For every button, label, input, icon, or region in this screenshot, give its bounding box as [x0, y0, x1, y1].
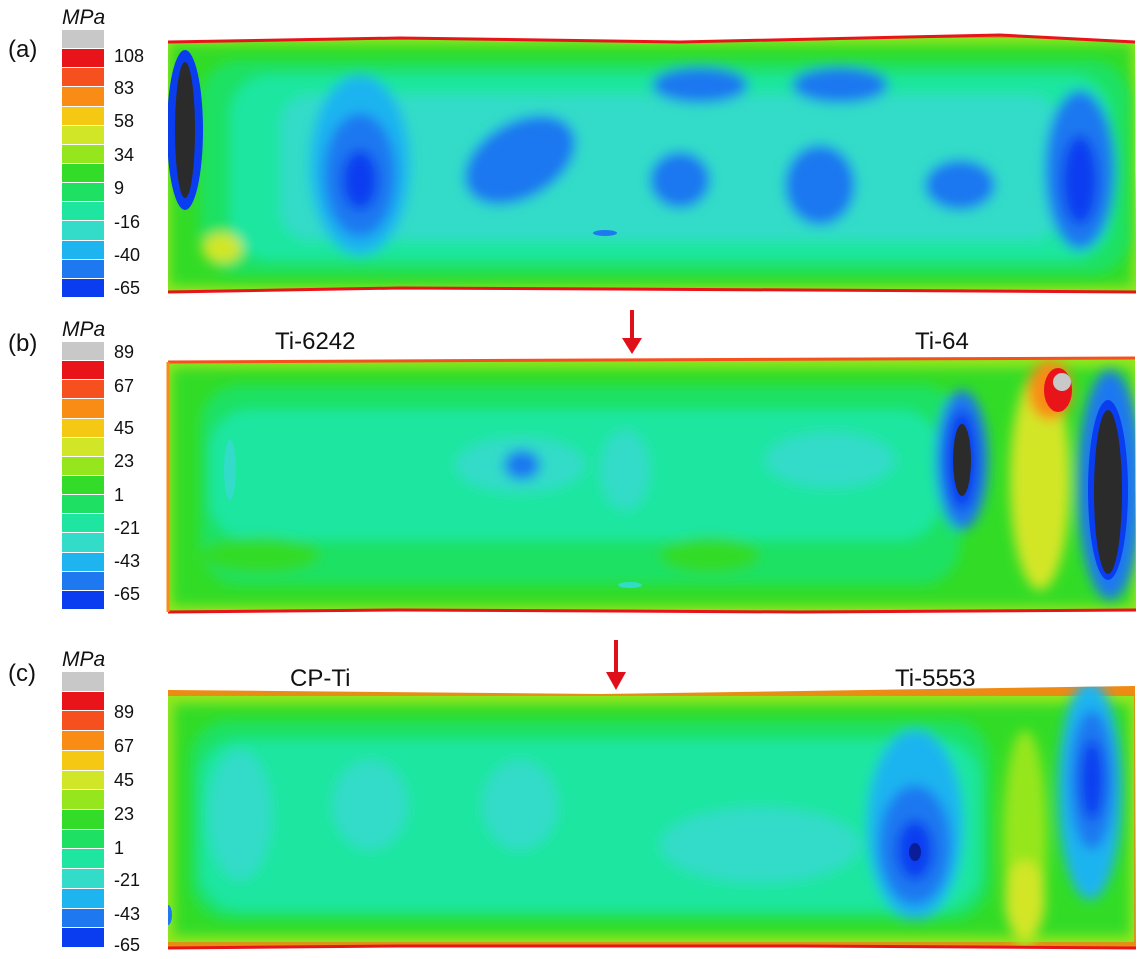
- colorbar-swatch: [62, 30, 104, 50]
- colorbar-tick: 34: [114, 145, 135, 165]
- panel-label: (c): [8, 660, 36, 687]
- colorbar-tick: 1: [114, 838, 125, 858]
- colorbar-tick: -40: [114, 245, 141, 265]
- colorbar-swatch: [62, 514, 104, 534]
- material-label-right: Ti-5553: [895, 665, 976, 692]
- colorbar-swatch: [62, 164, 104, 184]
- colorbar-swatch: [62, 790, 104, 810]
- colorbar-swatch: [62, 68, 104, 88]
- colorbar-swatch: [62, 437, 104, 457]
- colorbar-tick: 89: [114, 342, 135, 362]
- colorbar-tick: 45: [114, 770, 135, 790]
- unit-label: MPa: [62, 6, 106, 29]
- colorbar-swatch: [62, 87, 104, 107]
- colorbar-tick: 1: [114, 485, 125, 505]
- material-label-left: CP-Ti: [290, 665, 351, 692]
- colorbar-swatch: [62, 869, 104, 889]
- colorbar-swatch: [62, 849, 104, 870]
- colorbar-swatch: [62, 888, 104, 909]
- colorbar-swatch: [62, 476, 104, 496]
- colorbar-swatch: [62, 342, 104, 362]
- colorbar-swatch: [62, 810, 104, 830]
- colorbar-tick: 23: [114, 804, 135, 824]
- colorbar-swatch: [62, 221, 104, 241]
- colorbar-swatch: [62, 183, 104, 203]
- colorbar-swatch: [62, 418, 104, 438]
- colorbar-tick: -21: [114, 518, 141, 538]
- panel-label: (b): [8, 330, 38, 357]
- colorbar-swatch: [62, 552, 104, 572]
- colorbar-tick: 45: [114, 418, 135, 438]
- colorbar-tick: -65: [114, 935, 141, 955]
- stress-contour-map: [167, 686, 1137, 950]
- colorbar-swatch: [62, 928, 104, 948]
- colorbar-swatch: [62, 259, 104, 279]
- colorbar-tick: -43: [114, 551, 141, 571]
- colorbar: [62, 30, 104, 298]
- colorbar-swatch: [62, 672, 104, 692]
- colorbar-swatch: [62, 731, 104, 751]
- material-label-left: Ti-6242: [275, 328, 356, 355]
- colorbar-swatch: [62, 240, 104, 260]
- unit-label: MPa: [62, 318, 106, 341]
- panel-label: (a): [8, 36, 38, 63]
- colorbar-tick: 89: [114, 702, 135, 722]
- colorbar-swatch: [62, 278, 104, 298]
- colorbar-swatch: [62, 770, 104, 791]
- colorbar-swatch: [62, 691, 104, 712]
- colorbar-tick: -43: [114, 904, 141, 924]
- arrow-down-icon: [606, 640, 626, 690]
- stress-contour-map: [167, 33, 1137, 294]
- colorbar-swatch: [62, 106, 104, 126]
- colorbar-tick: 67: [114, 736, 135, 756]
- arrow-down-icon: [622, 310, 642, 354]
- colorbar-swatch: [62, 49, 104, 69]
- colorbar-swatch: [62, 908, 104, 929]
- colorbar-swatch: [62, 202, 104, 222]
- colorbar-swatch: [62, 750, 104, 771]
- stress-contour-map: [166, 356, 1137, 614]
- colorbar-swatch: [62, 399, 104, 419]
- colorbar-swatch: [62, 144, 104, 164]
- colorbar-tick: -16: [114, 212, 141, 232]
- colorbar-tick: 9: [114, 178, 125, 198]
- colorbar-tick: 58: [114, 111, 135, 131]
- colorbar-swatch: [62, 571, 104, 591]
- panel-c: (c) MPa 89 67 45 23 1 -21 -43 -65 CP-Ti …: [0, 640, 1137, 959]
- colorbar-swatch: [62, 456, 104, 476]
- colorbar-tick: -65: [114, 278, 141, 298]
- colorbar-swatch: [62, 125, 104, 145]
- panel-b: (b) MPa 89 67 45 23 1 -21 -43 -65 Ti-624…: [0, 310, 1137, 630]
- colorbar-swatch: [62, 829, 104, 850]
- colorbar-swatch: [62, 711, 104, 732]
- colorbar-swatch: [62, 380, 104, 400]
- colorbar-tick: 67: [114, 376, 135, 396]
- colorbar-swatch: [62, 495, 104, 515]
- unit-label: MPa: [62, 648, 106, 671]
- colorbar-tick: 83: [114, 78, 135, 98]
- colorbar-swatch: [62, 590, 104, 610]
- colorbar-tick: 108: [114, 46, 145, 66]
- colorbar: [62, 342, 104, 610]
- colorbar-tick: 23: [114, 451, 135, 471]
- colorbar: [62, 672, 104, 948]
- material-label-right: Ti-64: [915, 328, 969, 355]
- colorbar-tick: -21: [114, 870, 141, 890]
- colorbar-tick: -65: [114, 584, 141, 604]
- colorbar-swatch: [62, 533, 104, 553]
- panel-a: (a) MPa 108 83 58 34 9 -16 -40 -65: [0, 0, 1137, 300]
- colorbar-swatch: [62, 361, 104, 381]
